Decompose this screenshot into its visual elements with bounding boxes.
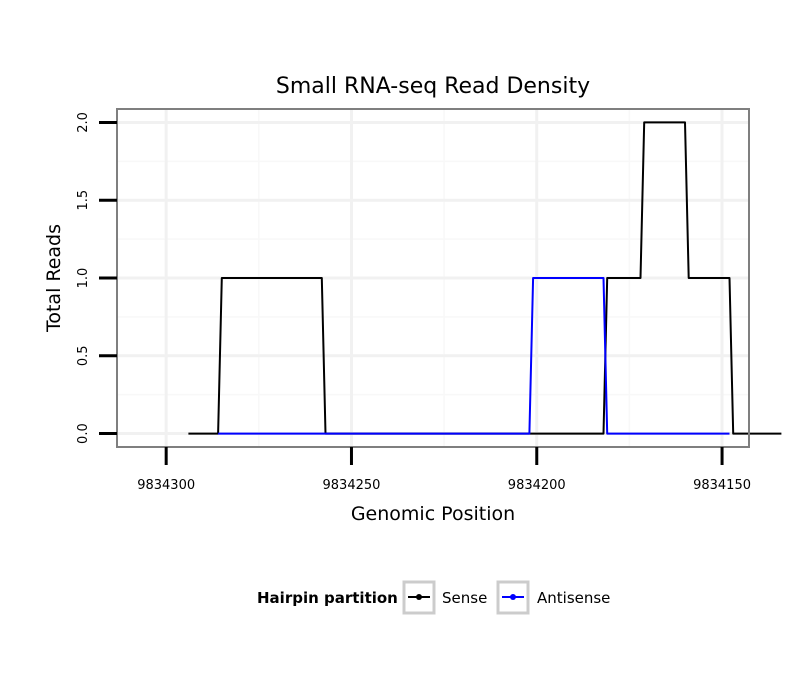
series-line-sense (188, 121, 782, 435)
x-tick-label: 9834300 (137, 478, 195, 493)
y-axis: 0.0 0.5 1.0 1.5 2.0 (76, 112, 117, 444)
y-tick-label: 0.5 (76, 345, 91, 366)
legend-label-antisense: Antisense (537, 589, 610, 607)
y-tick-label: 1.5 (76, 190, 91, 211)
grid (118, 110, 748, 446)
y-tick-label: 0.0 (76, 423, 91, 444)
chart-title: Small RNA-seq Read Density (276, 74, 590, 99)
legend-dot-antisense (510, 594, 516, 600)
y-tick-label: 1.0 (76, 268, 91, 289)
legend-dot-sense (416, 594, 422, 600)
legend: Hairpin partition Sense Antisense (257, 580, 610, 615)
legend-label-sense: Sense (442, 589, 487, 607)
x-tick-label: 9834150 (693, 478, 751, 493)
x-tick-label: 9834250 (323, 478, 381, 493)
series-line-antisense (218, 277, 730, 435)
x-axis-title: Genomic Position (351, 503, 515, 525)
x-tick-label: 9834200 (508, 478, 566, 493)
y-axis-title: Total Reads (43, 224, 65, 333)
y-tick-label: 2.0 (76, 112, 91, 133)
x-axis: 9834300 9834250 9834200 9834150 (137, 447, 751, 493)
legend-title: Hairpin partition (257, 589, 398, 607)
series-layer (188, 121, 782, 435)
